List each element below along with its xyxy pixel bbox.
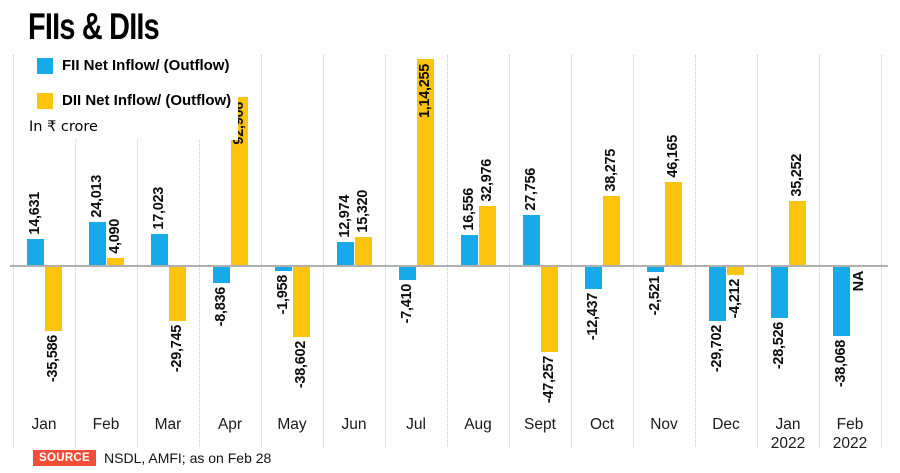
bar-dii-jan (44, 267, 62, 331)
value-label-dii-may: -38,602 (292, 341, 309, 389)
value-label-fii-aug: 16,556 (460, 188, 477, 231)
dii-color-swatch (37, 92, 53, 109)
category-label: Mar (154, 416, 182, 433)
value-label-fii-jan-2022: -28,526 (770, 322, 787, 370)
bar-fii-oct (584, 267, 602, 289)
source-text: NSDL, AMFI; as on Feb 28 (104, 450, 272, 466)
category-label: Jul (406, 416, 426, 433)
gridline (446, 55, 448, 447)
category-label: Oct (589, 416, 615, 433)
bar-dii-jul (416, 59, 434, 265)
bar-fii-apr (212, 267, 230, 283)
bar-dii-dec (726, 267, 744, 275)
gridline (74, 55, 76, 447)
source-line: SOURCE NSDL, AMFI; as on Feb 28 (33, 450, 271, 466)
value-label-dii-jan: -35,586 (44, 335, 61, 383)
category-label: Jun (341, 416, 367, 433)
page-title: FIIs & DIIs (28, 6, 160, 47)
bar-fii-feb (88, 222, 106, 265)
category-label: Feb 2022 (832, 416, 868, 452)
gridline (260, 55, 262, 447)
gridline (756, 55, 758, 447)
legend-item-fii: FII Net Inflow/ (Outflow) (37, 57, 231, 74)
category-label: Aug (464, 416, 492, 433)
bar-fii-may (274, 267, 292, 271)
category-label: Sept (524, 416, 556, 433)
value-label-dii-mar: -29,745 (168, 325, 185, 373)
gridline (570, 55, 572, 447)
bar-fii-dec (708, 267, 726, 321)
bar-dii-oct (602, 196, 620, 265)
legend-label-dii: DII Net Inflow/ (Outflow) (62, 92, 232, 109)
value-label-fii-dec: -29,702 (708, 325, 725, 373)
gridline (694, 55, 696, 447)
bar-fii-jul (398, 267, 416, 280)
value-label-fii-jul: -7,410 (398, 284, 415, 324)
category-label: Jan (31, 416, 57, 433)
gridline (136, 55, 138, 447)
value-label-fii-feb: 24,013 (88, 175, 105, 218)
value-label-dii-feb-2022: NA (850, 271, 867, 292)
bar-dii-feb (106, 258, 124, 265)
value-label-fii-jan: 14,631 (26, 192, 43, 235)
bar-fii-jan-2022 (770, 267, 788, 318)
legend-background (24, 48, 238, 140)
gridline (12, 55, 14, 447)
bar-dii-may (292, 267, 310, 337)
zero-axis-line (10, 265, 888, 267)
bar-fii-nov (646, 267, 664, 272)
category-label: May (277, 416, 307, 433)
value-label-dii-aug: 32,976 (478, 159, 495, 202)
value-label-dii-jan-2022: 35,252 (788, 154, 805, 197)
value-label-dii-jun: 15,320 (354, 190, 371, 233)
category-label: Apr (217, 416, 243, 433)
category-label: Feb (92, 416, 120, 433)
value-label-dii-nov: 46,165 (664, 135, 681, 178)
value-label-dii-feb: 4,090 (106, 219, 123, 254)
gridline (818, 55, 820, 447)
source-badge: SOURCE (33, 450, 97, 466)
bar-fii-feb-2022 (832, 267, 850, 336)
value-label-fii-apr: -8,836 (212, 287, 229, 327)
value-label-fii-feb-2022: -38,068 (832, 340, 849, 388)
bar-fii-sept (522, 215, 540, 265)
bar-dii-nov (664, 182, 682, 265)
legend-item-dii: DII Net Inflow/ (Outflow) (37, 92, 231, 109)
category-label: Dec (712, 416, 740, 433)
bar-dii-mar (168, 267, 186, 321)
value-label-dii-dec: -4,212 (726, 279, 743, 319)
bar-fii-jun (336, 242, 354, 265)
gridline (632, 55, 634, 447)
value-label-fii-nov: -2,521 (646, 276, 663, 316)
gridline (384, 55, 386, 447)
bar-dii-jan-2022 (788, 201, 806, 265)
category-label: Jan 2022 (770, 416, 806, 452)
value-label-dii-jul: 1,14,255 (416, 64, 433, 119)
category-label: Nov (650, 416, 678, 433)
bar-fii-mar (150, 234, 168, 265)
gridline (880, 55, 882, 447)
gridline (508, 55, 510, 447)
legend: FII Net Inflow/ (Outflow) DII Net Inflow… (37, 57, 231, 127)
value-label-fii-jun: 12,974 (336, 195, 353, 238)
value-label-fii-sept: 27,756 (522, 168, 539, 211)
value-label-dii-sept: -47,257 (540, 356, 557, 404)
legend-label-fii: FII Net Inflow/ (Outflow) (62, 57, 230, 74)
gridline (198, 55, 200, 447)
fii-color-swatch (37, 57, 53, 74)
value-label-dii-oct: 38,275 (602, 149, 619, 192)
bar-dii-aug (478, 206, 496, 265)
gridline (322, 55, 324, 447)
bar-dii-jun (354, 237, 372, 265)
value-label-fii-mar: 17,023 (150, 187, 167, 230)
value-label-fii-may: -1,958 (274, 275, 291, 315)
value-label-fii-oct: -12,437 (584, 293, 601, 341)
unit-note: In ₹ crore (29, 119, 98, 135)
bar-fii-aug (460, 235, 478, 265)
bar-fii-jan (26, 239, 44, 265)
bar-dii-sept (540, 267, 558, 352)
